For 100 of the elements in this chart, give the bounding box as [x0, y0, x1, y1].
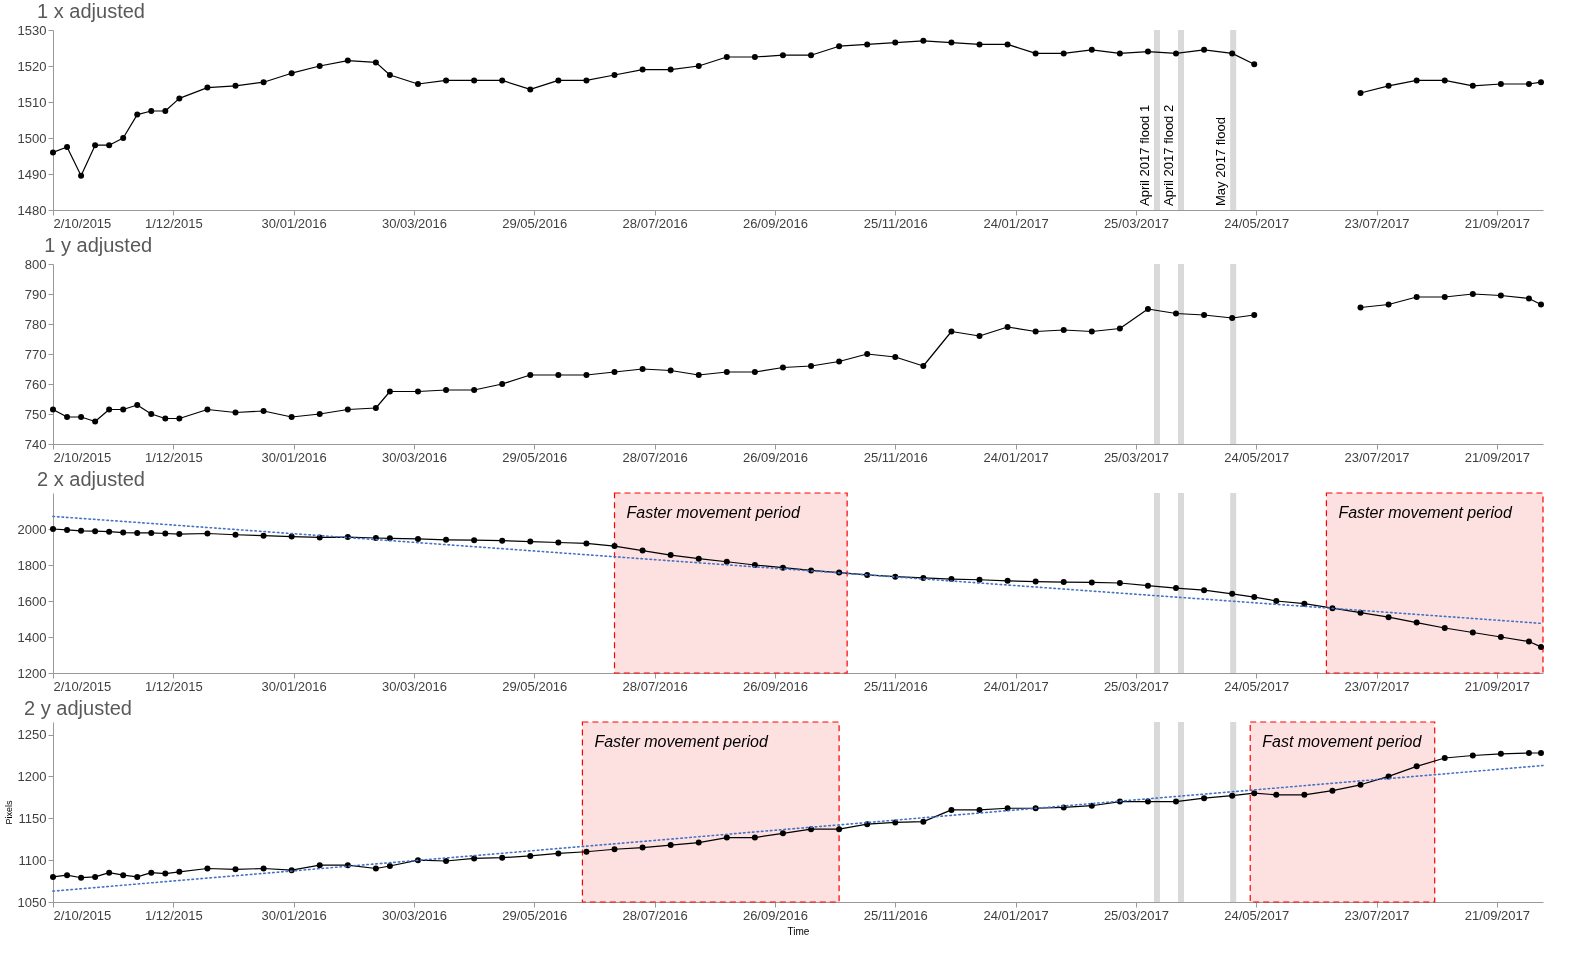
point: [1201, 46, 1208, 53]
point: [260, 79, 267, 86]
point: [723, 558, 730, 565]
x-tick-label: 25/11/2016: [863, 907, 928, 923]
y-axis-title: Pixels: [3, 800, 14, 825]
point: [1032, 328, 1039, 335]
y-tick-label: 1480: [17, 202, 47, 218]
point: [1116, 50, 1123, 57]
point: [443, 77, 450, 84]
point: [611, 846, 618, 853]
band-label: Fast movement period: [1262, 733, 1423, 750]
point: [1088, 579, 1095, 586]
x-tick-label: 1/12/2015: [144, 449, 203, 465]
point: [1116, 325, 1123, 332]
point: [64, 144, 71, 150]
point: [204, 530, 211, 537]
point: [695, 839, 702, 846]
point: [162, 870, 169, 877]
point: [176, 868, 183, 875]
x-tick-label: 30/01/2016: [261, 907, 327, 923]
x-tick-label: 28/07/2016: [622, 678, 688, 694]
point: [471, 77, 478, 84]
chart-title: 1 x adjusted: [37, 0, 145, 22]
point: [1251, 790, 1258, 797]
point: [106, 869, 113, 876]
point: [1251, 312, 1258, 318]
point: [1201, 587, 1208, 594]
y-tick-label: 2000: [17, 521, 47, 537]
band-label: April 2017 flood 1: [1136, 104, 1152, 206]
point: [106, 142, 113, 149]
point: [92, 873, 99, 880]
point: [204, 84, 211, 91]
x-tick-label: 2/10/2015: [53, 907, 112, 923]
point: [695, 63, 702, 69]
point: [836, 826, 843, 833]
x-tick-label: 26/09/2016: [742, 215, 808, 231]
x-tick-label: 24/05/2017: [1224, 678, 1290, 694]
point: [1060, 50, 1067, 57]
point: [1441, 755, 1448, 761]
point: [695, 555, 702, 562]
point: [667, 367, 674, 374]
point: [1088, 46, 1095, 53]
point: [120, 529, 127, 536]
point: [639, 844, 646, 851]
y-tick-label: 780: [24, 316, 47, 332]
y-tick-label: 1250: [17, 727, 47, 743]
point: [288, 533, 295, 540]
point: [92, 418, 99, 425]
point: [316, 411, 323, 417]
point: [779, 830, 786, 837]
y-tick-label: 1600: [17, 593, 47, 609]
y-tick-label: 1050: [17, 894, 47, 910]
point: [372, 59, 379, 66]
x-tick-label: 21/09/2017: [1464, 907, 1530, 923]
point: [976, 806, 983, 813]
point: [78, 874, 85, 881]
band-label: Faster movement period: [1338, 504, 1513, 521]
x-tick-label: 21/09/2017: [1464, 678, 1530, 694]
point: [1004, 324, 1011, 330]
y-tick-label: 740: [24, 436, 47, 452]
point: [344, 406, 351, 413]
band-label: Faster movement period: [626, 504, 802, 521]
point: [232, 531, 239, 538]
point: [1385, 614, 1392, 621]
point: [1537, 749, 1544, 756]
point: [1173, 798, 1180, 805]
x-tick-label: 26/09/2016: [742, 678, 808, 694]
x-tick-label: 25/03/2017: [1103, 449, 1169, 465]
point: [134, 873, 141, 880]
point: [976, 333, 983, 339]
x-tick-label: 30/03/2016: [381, 907, 448, 923]
point: [344, 57, 351, 64]
point: [260, 865, 267, 872]
x-tick-label: 24/05/2017: [1224, 907, 1290, 923]
point: [1173, 585, 1180, 592]
x-tick-label: 29/05/2016: [502, 678, 568, 694]
point: [288, 414, 295, 420]
point: [471, 537, 478, 544]
point: [1525, 638, 1532, 645]
point: [64, 414, 71, 420]
y-tick-label: 790: [24, 286, 47, 302]
x-tick-label: 30/03/2016: [381, 215, 448, 231]
point: [499, 537, 506, 544]
point: [1004, 41, 1011, 48]
x-tick-label: 29/05/2016: [502, 907, 568, 923]
point: [1537, 301, 1544, 308]
x-tick-label: 28/07/2016: [622, 449, 688, 465]
point: [443, 387, 450, 393]
point: [1357, 781, 1364, 788]
point: [232, 82, 239, 89]
point: [1497, 292, 1504, 299]
point: [920, 37, 927, 44]
x-tick-label: 1/12/2015: [144, 215, 203, 231]
x-tick-label: 21/09/2017: [1464, 449, 1530, 465]
point: [1229, 590, 1236, 597]
point: [499, 381, 506, 387]
point: [1229, 315, 1236, 321]
point: [1144, 48, 1151, 55]
point: [1413, 619, 1420, 626]
point: [527, 372, 534, 378]
